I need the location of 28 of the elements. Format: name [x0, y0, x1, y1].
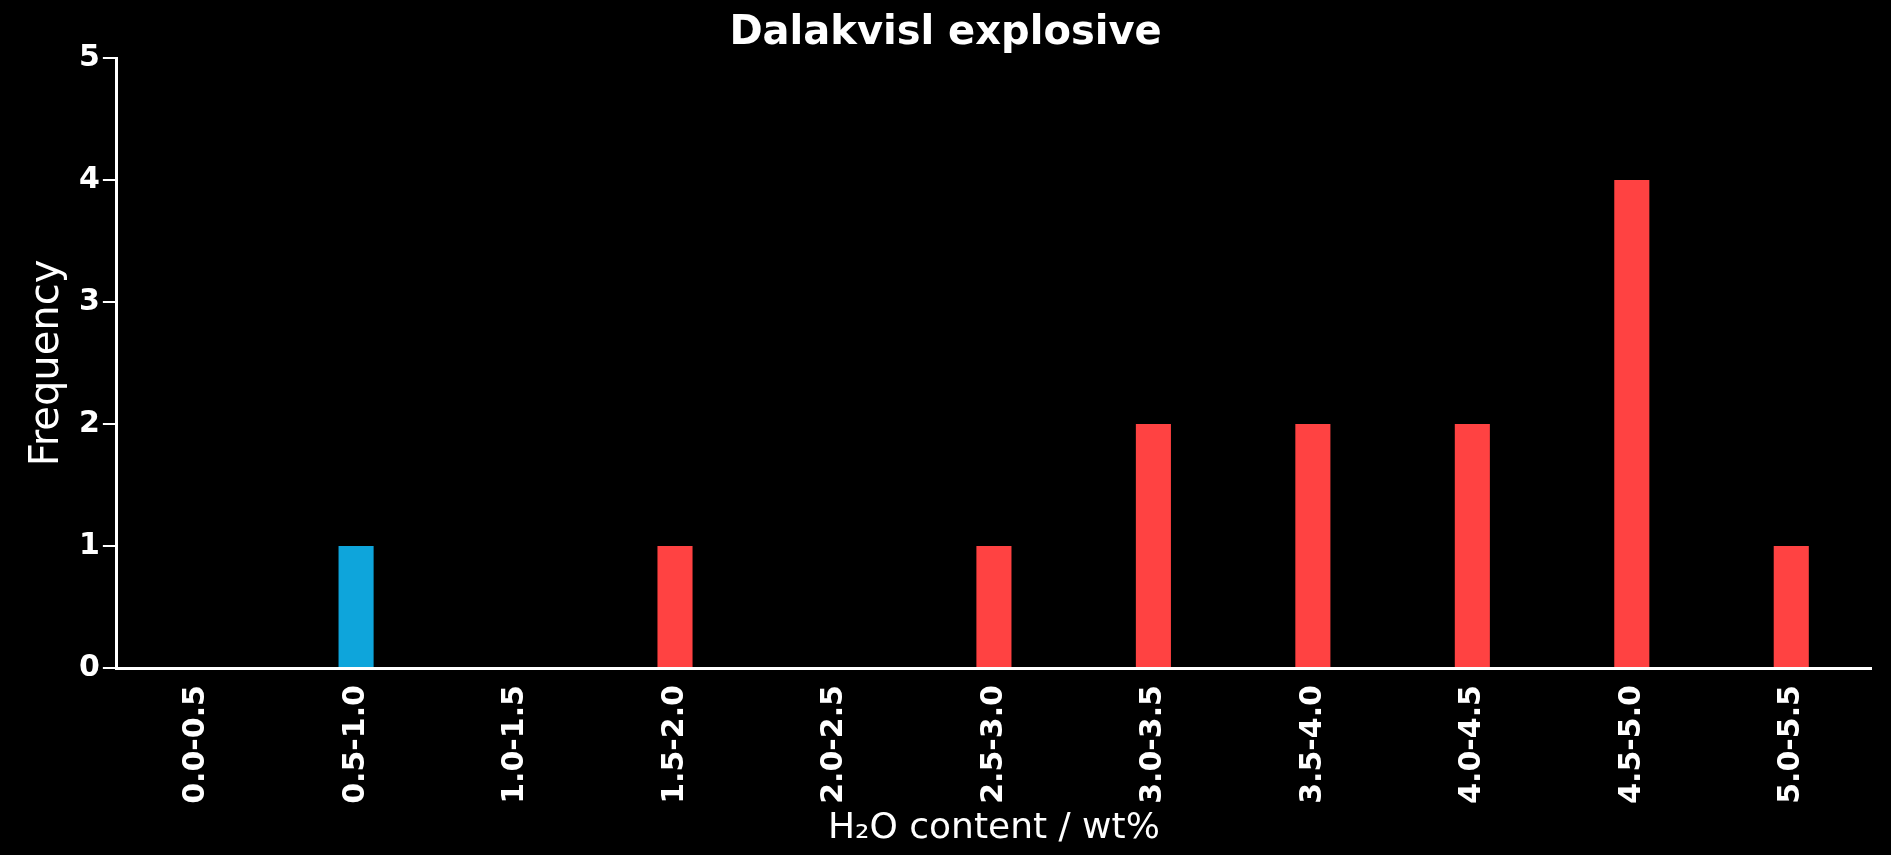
- y-tick-label: 2: [79, 403, 100, 439]
- x-axis-title: H₂O content / wt%: [827, 804, 1160, 846]
- x-tick-label: 1.5-2.0: [654, 685, 690, 804]
- x-tick-label: 0.0-0.5: [176, 685, 212, 804]
- x-tick-label: 4.5-5.0: [1611, 685, 1647, 804]
- x-tick-label: 2.5-3.0: [973, 685, 1009, 804]
- bar: [1295, 424, 1331, 668]
- x-tick-label: 3.0-3.5: [1133, 685, 1169, 804]
- bar: [1614, 180, 1650, 668]
- bar: [1773, 546, 1809, 668]
- x-tick-label: 0.5-1.0: [335, 685, 371, 804]
- x-tick-label: 5.0-5.5: [1771, 685, 1807, 804]
- x-tick-label: 4.0-4.5: [1452, 685, 1488, 804]
- chart-title: Dalakvisl explosive: [729, 7, 1162, 54]
- y-tick-label: 4: [79, 159, 100, 195]
- bar: [1135, 424, 1171, 668]
- x-tick-label: 1.0-1.5: [495, 685, 531, 804]
- bar: [657, 546, 693, 668]
- y-tick-label: 0: [79, 647, 100, 683]
- y-axis-title: Frequency: [21, 259, 68, 467]
- x-tick-label: 2.0-2.5: [814, 685, 850, 804]
- y-tick-label: 5: [79, 37, 100, 73]
- y-tick-label: 1: [79, 525, 100, 561]
- bar: [1454, 424, 1490, 668]
- bar: [338, 546, 374, 668]
- y-tick-label: 3: [79, 281, 100, 317]
- bar: [976, 546, 1012, 668]
- x-tick-label: 3.5-4.0: [1292, 685, 1328, 804]
